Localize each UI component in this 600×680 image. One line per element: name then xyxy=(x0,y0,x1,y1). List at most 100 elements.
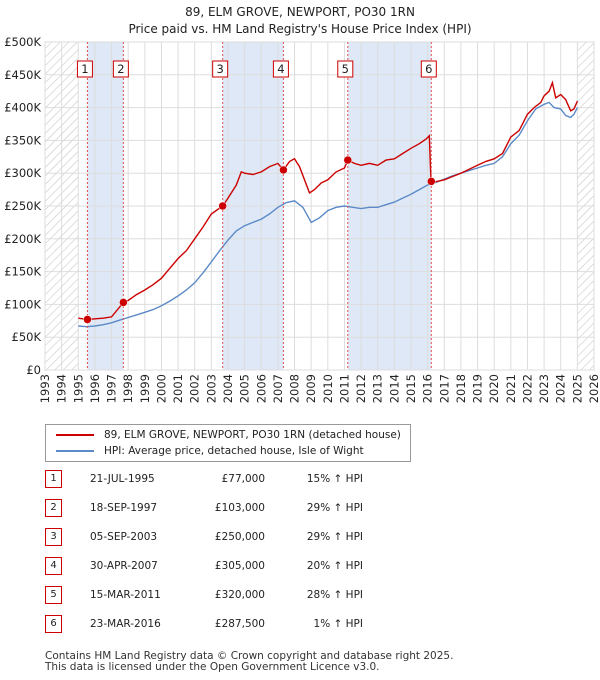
x-tick-label: 1993 xyxy=(38,374,52,403)
legend-item-hpi: HPI: Average price, detached house, Isle… xyxy=(56,444,364,458)
x-tick-label: 2015 xyxy=(404,374,418,403)
x-tick-label: 2000 xyxy=(154,374,168,403)
sale-6-label-box xyxy=(420,60,437,78)
y-tick-label: £150K xyxy=(4,265,41,279)
sale-markers: 1 2 3 4 5 6 xyxy=(76,42,437,370)
sale-6-label: 6 xyxy=(425,62,432,76)
sale-hpi-change: 15% ↑ HPI xyxy=(306,473,363,485)
x-tick-label: 2022 xyxy=(520,374,534,403)
sale-date: 05-SEP-2003 xyxy=(90,531,158,543)
x-tick-label: 2017 xyxy=(437,374,451,403)
x-tick-label: 2013 xyxy=(371,374,385,403)
sale-hpi-change: 29% ↑ HPI xyxy=(306,531,363,543)
footer-line-1: Contains HM Land Registry data © Crown c… xyxy=(45,650,454,662)
x-tick-label: 1999 xyxy=(138,374,152,403)
price-chart: 1 2 3 4 5 6 £0 £50K £100K £150K £200K £250K £300K £3… xyxy=(4,35,600,403)
sale-date: 18-SEP-1997 xyxy=(90,502,158,514)
sale-price: £320,000 xyxy=(214,589,265,601)
sale-2-point xyxy=(119,298,128,307)
sale-hpi-change: 20% ↑ HPI xyxy=(306,560,363,572)
sale-number: 5 xyxy=(45,586,62,604)
x-tick-label: 2018 xyxy=(454,374,468,403)
sale-hpi-change: 1% ↑ HPI xyxy=(313,618,363,630)
sale-5-label-box xyxy=(337,60,354,78)
sale-price: £77,000 xyxy=(221,473,265,485)
y-tick-label: £500K xyxy=(4,35,41,49)
sale-4-label-box xyxy=(272,60,289,78)
x-tick-label: 2010 xyxy=(321,374,335,403)
sale-number: 3 xyxy=(45,528,62,546)
property-price-line xyxy=(78,80,579,321)
sale-2-label-box xyxy=(112,60,129,78)
x-tick-label: 2003 xyxy=(204,374,218,403)
sale-date: 30-APR-2007 xyxy=(90,560,158,572)
sale-date: 21-JUL-1995 xyxy=(90,473,155,485)
x-tick-label: 2008 xyxy=(288,374,302,403)
y-tick-label: £350K xyxy=(4,133,41,147)
sale-3-label: 3 xyxy=(217,62,224,76)
x-tick-label: 2016 xyxy=(421,374,435,403)
series-layer xyxy=(78,80,579,328)
x-tick-label: 2004 xyxy=(221,374,235,403)
x-tick-label: 2006 xyxy=(254,374,268,403)
sale-row: 1 21-JUL-1995 £77,000 15% ↑ HPI xyxy=(45,470,385,488)
sale-2-label: 2 xyxy=(117,62,124,76)
legend: 89, ELM GROVE, NEWPORT, PO30 1RN (detach… xyxy=(45,424,411,462)
sale-hpi-change: 28% ↑ HPI xyxy=(306,589,363,601)
hpi-line xyxy=(78,101,579,328)
sale-number: 6 xyxy=(45,615,62,633)
x-tick-label: 2002 xyxy=(188,374,202,403)
sale-4-label: 4 xyxy=(277,62,284,76)
sale-row: 4 30-APR-2007 £305,000 20% ↑ HPI xyxy=(45,557,385,575)
sale-price: £250,000 xyxy=(214,531,265,543)
sale-price: £103,000 xyxy=(214,502,265,514)
x-tick-label: 1995 xyxy=(71,374,85,403)
sale-1-point xyxy=(83,315,92,324)
sale-1-label-box xyxy=(76,60,93,78)
sale-row: 2 18-SEP-1997 £103,000 29% ↑ HPI xyxy=(45,499,385,517)
x-tick-label: 2011 xyxy=(337,374,351,403)
sale-number: 2 xyxy=(45,499,62,517)
x-tick-label: 2025 xyxy=(570,374,584,403)
legend-label-property: 89, ELM GROVE, NEWPORT, PO30 1RN (detach… xyxy=(104,429,401,441)
sale-3-label-box xyxy=(212,60,229,78)
x-tick-label: 1996 xyxy=(88,374,102,403)
x-tick-label: 2001 xyxy=(171,374,185,403)
sale-date: 15-MAR-2011 xyxy=(90,589,161,601)
x-tick-label: 2024 xyxy=(554,374,568,403)
sale-date: 23-MAR-2016 xyxy=(90,618,161,630)
y-tick-label: £0 xyxy=(26,363,41,377)
legend-label-hpi: HPI: Average price, detached house, Isle… xyxy=(104,445,364,457)
legend-swatch-hpi xyxy=(56,450,94,452)
y-tick-label: £300K xyxy=(4,166,41,180)
y-tick-label: £100K xyxy=(4,297,41,311)
x-tick-label: 2007 xyxy=(271,374,285,403)
sale-3-point xyxy=(218,201,227,211)
y-tick-label: £250K xyxy=(4,199,41,213)
y-tick-label: £200K xyxy=(4,232,41,246)
sale-hpi-change: 29% ↑ HPI xyxy=(306,502,363,514)
sale-5-label: 5 xyxy=(342,62,349,76)
sale-number: 4 xyxy=(45,557,62,575)
sale-6-point xyxy=(427,177,436,186)
x-tick-label: 2009 xyxy=(304,374,318,403)
legend-item-property: 89, ELM GROVE, NEWPORT, PO30 1RN (detach… xyxy=(56,428,401,442)
legend-swatch-property xyxy=(56,434,94,436)
x-tick-label: 2023 xyxy=(537,374,551,403)
sale-row: 5 15-MAR-2011 £320,000 28% ↑ HPI xyxy=(45,586,385,604)
footer-line-2: This data is licensed under the Open Gov… xyxy=(45,661,380,673)
x-axis: 1993 1994 1995 1996 1997 1998 1999 2000 2001 2002… xyxy=(38,374,600,403)
grid-lines xyxy=(44,41,595,371)
x-tick-label: 1994 xyxy=(55,374,69,403)
x-tick-label: 2012 xyxy=(354,374,368,403)
y-tick-label: £400K xyxy=(4,101,41,115)
sale-4-point xyxy=(279,165,288,175)
y-tick-label: £450K xyxy=(4,68,41,82)
sale-price: £287,500 xyxy=(214,618,265,630)
y-tick-label: £50K xyxy=(12,330,42,344)
sale-number: 1 xyxy=(45,470,62,488)
sale-5-point xyxy=(343,155,353,165)
x-tick-label: 2021 xyxy=(504,374,518,403)
x-tick-label: 1998 xyxy=(121,374,135,403)
sale-price: £305,000 xyxy=(214,560,265,572)
